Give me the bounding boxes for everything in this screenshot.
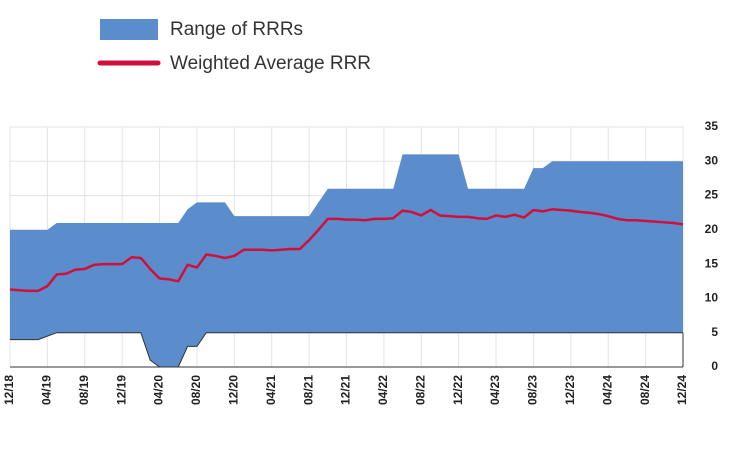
y-tick-label: 25 — [705, 188, 719, 202]
x-tick-label: 12/18 — [2, 375, 16, 405]
x-tick-label: 08/22 — [413, 375, 427, 405]
y-tick-label: 30 — [705, 153, 719, 167]
range-low-edge — [10, 332, 683, 368]
x-tick-label: 08/21 — [301, 375, 315, 405]
x-tick-label: 04/24 — [600, 375, 614, 405]
x-tick-label: 04/20 — [152, 375, 166, 405]
x-tick-label: 04/23 — [488, 375, 502, 405]
y-tick-label: 15 — [705, 256, 719, 270]
x-tick-label: 12/22 — [451, 375, 465, 405]
x-tick-label: 08/24 — [638, 375, 652, 405]
x-tick-label: 08/23 — [526, 375, 540, 405]
range-area — [10, 154, 683, 367]
x-tick-label: 08/20 — [189, 375, 203, 405]
x-tick-label: 12/20 — [227, 375, 241, 405]
legend-label: Range of RRRs — [170, 19, 303, 40]
x-tick-label: 12/23 — [563, 375, 577, 405]
y-tick-label: 10 — [705, 291, 719, 305]
x-tick-label: 04/22 — [376, 375, 390, 405]
y-tick-label: 20 — [705, 222, 719, 236]
x-tick-label: 12/24 — [675, 375, 689, 405]
x-tick-label: 12/21 — [339, 375, 353, 405]
x-tick-label: 04/21 — [264, 375, 278, 405]
x-tick-label: 08/19 — [77, 375, 91, 405]
y-tick-label: 0 — [711, 359, 718, 373]
legend-swatch — [100, 19, 158, 40]
average-line — [9, 208, 684, 293]
y-tick-label: 35 — [705, 119, 719, 133]
legend-label: Weighted Average RRR — [170, 53, 371, 74]
x-tick-label: 04/19 — [40, 375, 54, 405]
x-tick-label: 12/19 — [114, 375, 128, 405]
y-tick-label: 5 — [711, 325, 718, 339]
